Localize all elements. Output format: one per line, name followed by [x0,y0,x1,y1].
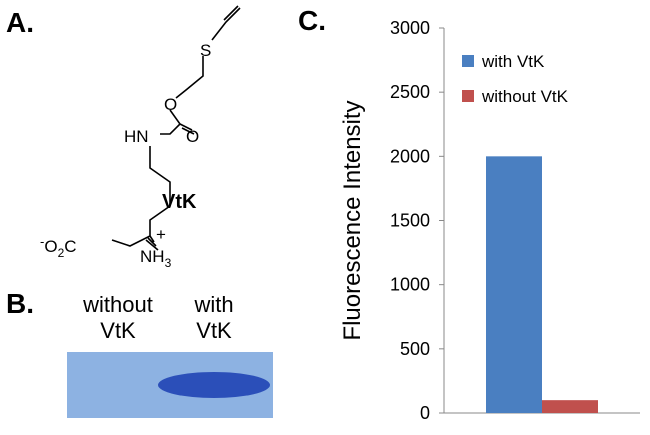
lane-label: VtK [196,318,232,343]
bond [145,235,159,251]
chart: Fluorescence Intensity 0 500 1000 1500 2000 25… [339,18,640,423]
panel-label: C. [298,5,326,36]
atom: S [200,41,211,60]
lane-label: VtK [100,318,136,343]
y-tick-label: 1500 [390,211,430,231]
bond [175,56,204,99]
bond [160,109,195,135]
ammonium: NH3 [140,247,172,270]
bar [486,156,542,414]
panel-label: A. [6,7,34,38]
legend-swatch [462,90,474,102]
y-tick-label: 2000 [390,146,430,166]
bond [211,5,241,41]
subscript: 3 [165,256,172,270]
charge: - [40,234,44,249]
lane-label: without [82,292,153,317]
y-tick-label: 500 [400,339,430,359]
lane-label: with [193,292,233,317]
gel-band [158,372,270,398]
atom: HN [124,127,149,146]
atom: O [164,95,177,114]
legend-label: without VtK [481,87,569,106]
atom: O [44,237,57,256]
y-tick-label: 3000 [390,18,430,38]
y-tick-label: 1000 [390,275,430,295]
bond [111,146,171,247]
panel-label: B. [6,288,34,319]
structure: S O O HN + -O2C NH3 VtK [40,5,241,270]
compound-name: VtK [162,191,197,213]
legend-label: with VtK [481,52,545,71]
charge: + [156,225,166,244]
gel: without VtK with VtK [67,292,273,418]
atom: NH [140,247,165,266]
atom: O [186,127,199,146]
subscript: 2 [58,246,65,260]
y-axis-label: Fluorescence Intensity [339,100,366,340]
y-tick-label: 0 [420,403,430,423]
legend-swatch [462,55,474,67]
y-tick-label: 2500 [390,82,430,102]
bar [542,400,598,413]
carboxylate: -O2C [40,234,77,260]
atom: C [64,237,76,256]
